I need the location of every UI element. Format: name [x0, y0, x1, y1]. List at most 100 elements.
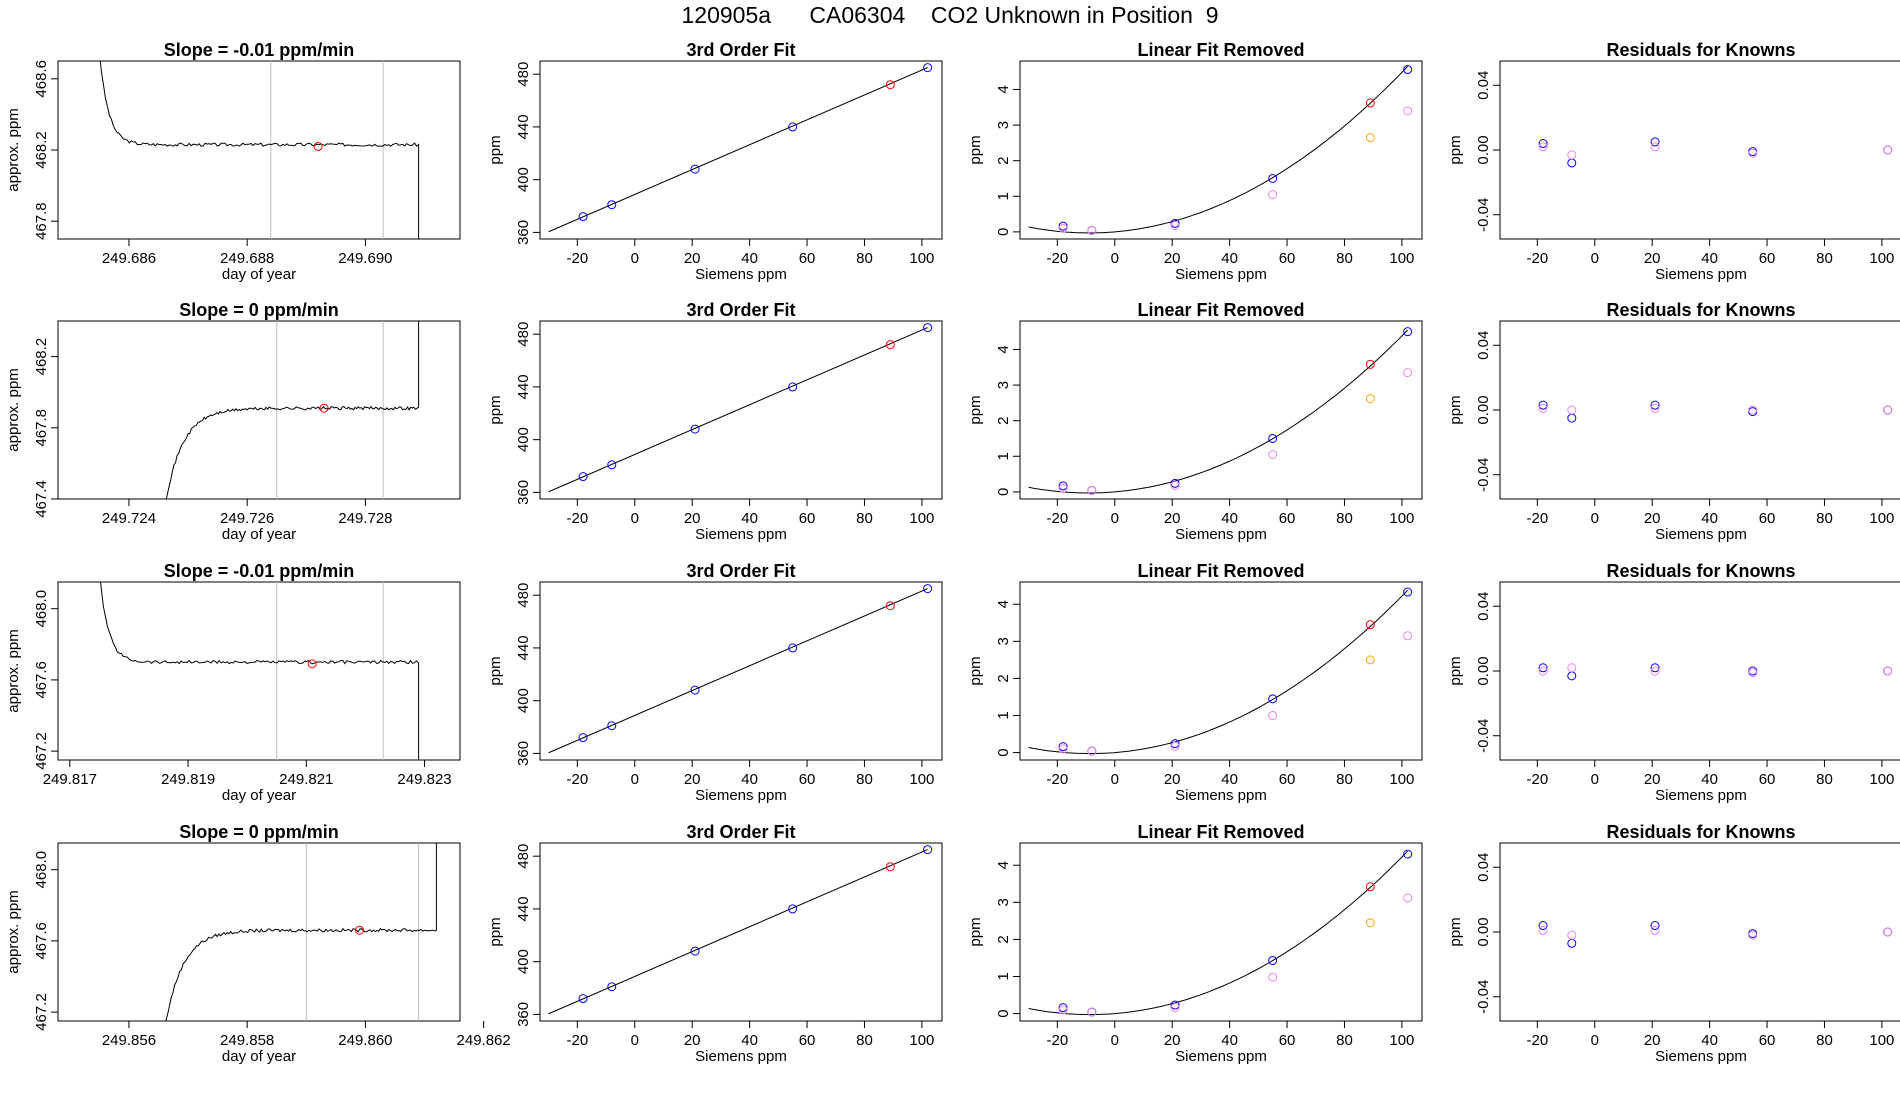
x-tick-label: 20: [684, 250, 701, 267]
plot-area: [1538, 921, 1893, 948]
x-tick-label: 249.724: [102, 510, 156, 527]
data-point-red: [885, 601, 895, 611]
data-point-orange: [1365, 655, 1375, 665]
y-tick-label: 1: [995, 192, 1012, 200]
plot-area: [1028, 849, 1413, 1017]
plot-frame: [1499, 60, 1900, 240]
data-point-blue: [923, 63, 933, 73]
x-tick-label: 80: [1816, 1032, 1833, 1049]
data-point-violet: [1087, 1007, 1097, 1017]
y-axis-label: ppm: [487, 656, 504, 685]
y-tick-label: 3: [995, 898, 1012, 906]
x-tick-label: 60: [1279, 250, 1296, 267]
x-axis-label: Siemens ppm: [1175, 787, 1267, 804]
data-point-violet: [1087, 485, 1097, 495]
x-tick-label: 100: [1389, 1032, 1414, 1049]
x-axis-label: Siemens ppm: [1175, 1048, 1267, 1065]
x-tick-label: 100: [1869, 250, 1894, 267]
y-tick-label: -0.04: [1475, 980, 1492, 1014]
y-tick-label: -0.04: [1475, 719, 1492, 753]
y-tick-label: 360: [515, 480, 532, 505]
y-tick-label: 467.8: [33, 409, 50, 447]
panel-r3-c1: Slope = -0.01 ppm/min 249.817 249.819 249.8…: [5, 561, 461, 804]
y-tick-label: 1: [995, 452, 1012, 460]
y-axis-label: approx. ppm: [5, 368, 22, 451]
plot-frame: [57, 60, 461, 240]
data-point-violet: [1268, 190, 1278, 199]
x-tick-label: 40: [1221, 771, 1238, 788]
x-tick-label: 249.858: [220, 1032, 274, 1049]
mean-point: [307, 659, 317, 669]
plot-frame: [539, 320, 943, 500]
data-point-blue: [1403, 587, 1413, 597]
ppm-trace-line: [165, 321, 420, 499]
panel-title: Residuals for Knowns: [1606, 300, 1795, 320]
data-point-orange: [1365, 918, 1375, 928]
y-axis-label: approx. ppm: [5, 108, 22, 191]
y-tick-label: 0: [995, 488, 1012, 496]
y-tick-label: 0.04: [1475, 71, 1492, 100]
x-tick-label: 40: [1701, 1032, 1718, 1049]
ppm-trace-line: [165, 843, 437, 1021]
x-tick-label: 60: [1759, 510, 1776, 527]
data-point-blue: [923, 845, 933, 855]
plot-frame: [539, 581, 943, 761]
x-tick-label: 249.821: [279, 771, 333, 788]
y-tick-label: 480: [515, 844, 532, 869]
x-tick-label: 40: [741, 250, 758, 267]
data-point-violet: [1567, 930, 1577, 940]
x-axis-label: Siemens ppm: [1655, 266, 1747, 283]
x-tick-label: 80: [1336, 510, 1353, 527]
x-tick-label: 0: [1111, 250, 1119, 267]
data-point-blue: [1058, 221, 1068, 231]
x-tick-label: -20: [566, 510, 588, 527]
data-point-blue: [578, 994, 588, 1004]
x-tick-label: -20: [566, 771, 588, 788]
data-point-red: [1365, 882, 1375, 892]
mean-point: [319, 403, 329, 413]
data-point-orange: [1365, 394, 1375, 404]
y-tick-label: -0.04: [1475, 198, 1492, 232]
data-point-violet: [1538, 142, 1548, 152]
x-tick-label: 0: [1111, 510, 1119, 527]
x-tick-label: 80: [856, 1032, 873, 1049]
data-point-violet: [1403, 893, 1413, 903]
x-tick-label: 20: [1644, 250, 1661, 267]
data-point-blue: [578, 212, 588, 222]
x-tick-label: 249.686: [102, 250, 156, 267]
x-tick-label: 80: [1336, 1032, 1353, 1049]
plot-area: [99, 61, 420, 239]
data-point-blue: [1170, 478, 1180, 488]
panel-title: 3rd Order Fit: [686, 40, 795, 60]
data-point-blue: [690, 685, 700, 695]
plot-area: [1028, 65, 1413, 235]
fit-line: [548, 588, 928, 754]
data-point-violet: [1538, 403, 1548, 413]
panel-title: Residuals for Knowns: [1606, 40, 1795, 60]
y-axis-label: ppm: [967, 656, 984, 685]
y-tick-label: 4: [995, 85, 1012, 93]
y-axis-label: ppm: [487, 917, 504, 946]
y-tick-label: 360: [515, 1002, 532, 1027]
data-point-violet: [1748, 405, 1758, 415]
data-point-violet: [1883, 927, 1893, 937]
panel-title: Residuals for Knowns: [1606, 822, 1795, 842]
x-tick-label: 40: [1221, 1032, 1238, 1049]
x-tick-label: 100: [1869, 510, 1894, 527]
y-axis-label: ppm: [967, 917, 984, 946]
panel-r3-c2: 3rd Order Fit -20 0 20 40 60 80 100 360 400 440 480…: [487, 561, 943, 804]
data-point-violet: [1650, 666, 1660, 676]
x-axis-label: Siemens ppm: [695, 266, 787, 283]
x-axis-label: Siemens ppm: [695, 787, 787, 804]
data-point-violet: [1883, 145, 1893, 155]
x-tick-label: 20: [1164, 771, 1181, 788]
x-axis-label: Siemens ppm: [695, 1048, 787, 1065]
x-tick-label: 80: [856, 771, 873, 788]
y-tick-label: 3: [995, 121, 1012, 129]
plot-frame: [1019, 581, 1423, 761]
panel-r2-c1: Slope = 0 ppm/min 249.724 249.726 249.728 46…: [5, 300, 461, 543]
data-point-blue: [1058, 742, 1068, 752]
plot-frame: [1019, 842, 1423, 1022]
plot-area: [548, 584, 933, 754]
panel-r3-c3: Linear Fit Removed -20 0 20 40 60 80 100 0 1 2 3 4 Si…: [967, 561, 1423, 804]
